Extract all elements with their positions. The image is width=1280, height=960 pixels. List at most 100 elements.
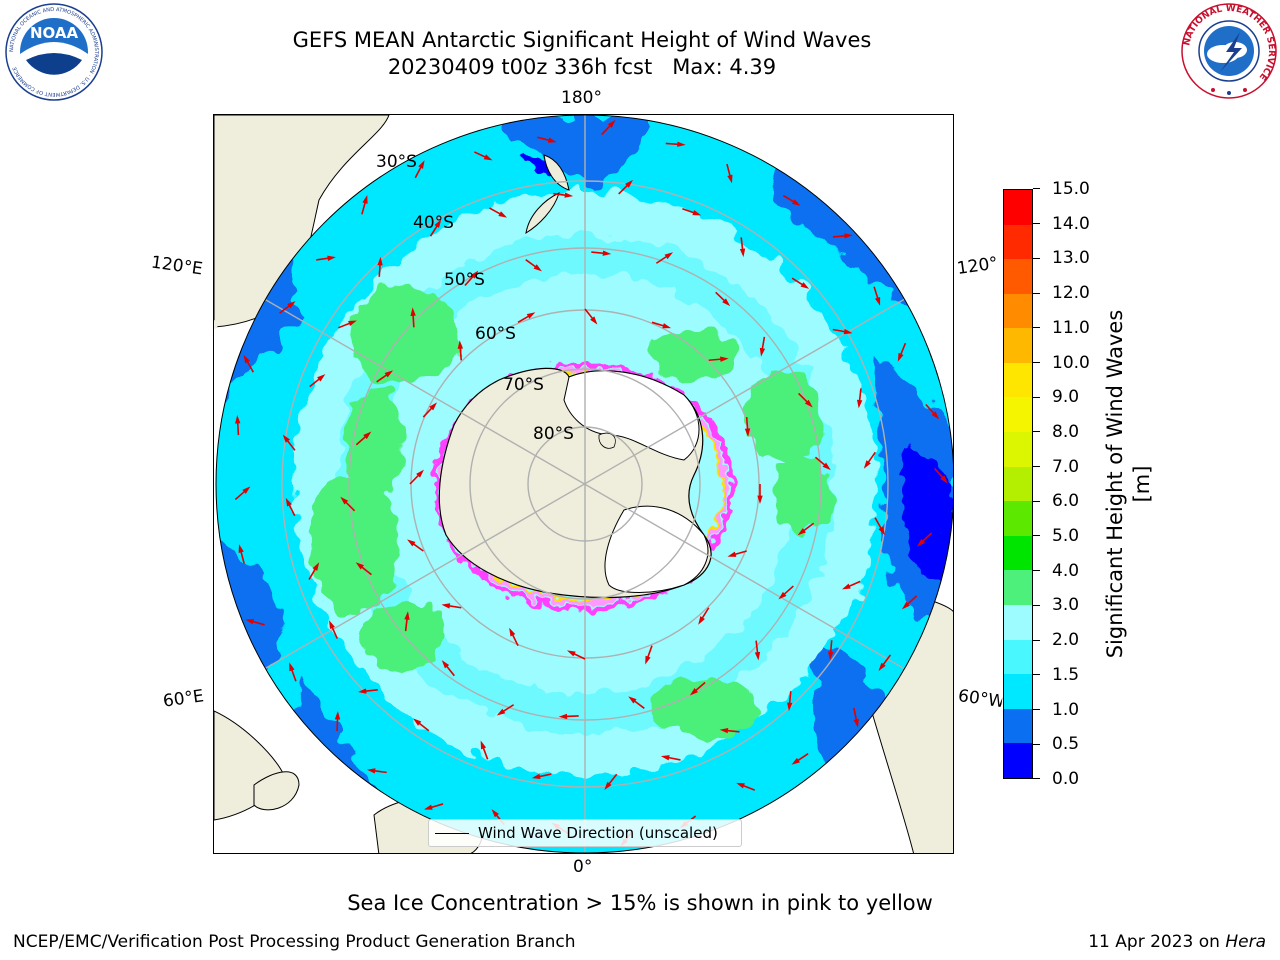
wave-direction-arrowhead (242, 486, 251, 494)
wave-direction-arrowhead (238, 544, 244, 553)
wave-direction-arrowhead (533, 264, 542, 272)
lat-label-40s: 40°S (413, 213, 454, 233)
wave-direction-arrowhead (287, 301, 296, 309)
colorbar-tick-label: 13.0 (1052, 248, 1090, 269)
wave-direction-arrowhead (645, 655, 651, 665)
map-legend: Wind Wave Direction (unscaled) (428, 819, 742, 847)
colorbar-tick-label: 9.0 (1052, 387, 1080, 408)
wave-direction-arrowhead (604, 781, 612, 790)
wave-direction-arrowhead (441, 660, 450, 669)
colorbar-segment (1004, 293, 1032, 329)
colorbar-tick (1033, 674, 1040, 676)
graticule (216, 115, 953, 853)
wave-direction-arrowhead (245, 619, 255, 625)
wave-direction-arrowhead (692, 210, 702, 216)
footer-credit: NCEP/EMC/Verification Post Processing Pr… (13, 932, 576, 952)
wave-direction-arrowhead (897, 352, 904, 362)
lon-label-0: 0° (573, 857, 593, 877)
wave-direction-arrowhead (940, 475, 948, 484)
lat-label-50s: 50°S (444, 270, 485, 290)
colorbar-tick (1033, 257, 1040, 259)
colorbar-segment (1004, 259, 1032, 294)
chart-title: GEFS MEAN Antarctic Significant Height o… (292, 28, 872, 52)
colorbar-segment (1004, 743, 1032, 778)
wave-direction-arrowhead (423, 804, 433, 810)
wave-direction-arrowhead (797, 528, 806, 536)
colorbar-tick-label: 10.0 (1052, 352, 1090, 373)
colorbar-tick-label: 11.0 (1052, 317, 1090, 338)
wave-direction-arrowhead (744, 428, 751, 437)
colorbar-tick-label: 0.0 (1052, 769, 1080, 789)
colorbar-segment (1004, 501, 1032, 536)
wave-direction-arrowhead (498, 211, 508, 218)
wave-direction-arrowhead (662, 323, 672, 329)
wave-direction-arrowhead (727, 551, 737, 557)
wave-direction-arrowhead (357, 688, 367, 694)
colorbar-tick-label: 8.0 (1052, 421, 1080, 442)
colorbar (1003, 189, 1033, 779)
wave-direction-arrowhead (496, 708, 506, 716)
wave-direction-arrowhead (413, 718, 422, 726)
wave-direction-arrowhead (875, 296, 881, 306)
wave-direction-arrowhead (828, 651, 834, 661)
colorbar-tick-label: 1.5 (1052, 664, 1080, 685)
lon-label-180: 180° (561, 88, 602, 108)
wave-direction-arrowhead (804, 399, 813, 408)
colorbar-segment (1004, 432, 1032, 467)
wave-direction-arrowhead (844, 233, 853, 239)
colorbar-tick (1033, 431, 1040, 433)
wave-direction-arrowhead (720, 356, 729, 362)
colorbar-segment (1004, 397, 1032, 433)
wave-direction-arrowhead (754, 651, 761, 661)
wave-direction-arrowhead (602, 250, 612, 256)
wave-direction-arrowhead (491, 809, 499, 818)
colorbar-segment (1004, 328, 1032, 363)
footer-host: Hera (1225, 932, 1266, 952)
wave-direction-arrowhead (340, 496, 349, 505)
wave-direction-arrowhead (329, 620, 335, 630)
wave-direction-arrowhead (566, 650, 576, 657)
wave-direction-arrowhead (841, 583, 851, 590)
wave-direction-arrowhead (856, 399, 863, 409)
wave-height-field (216, 115, 953, 853)
wave-direction-arrowhead (698, 616, 705, 625)
wave-direction-arrowhead (901, 601, 910, 610)
colorbar-tick-label: 1.0 (1052, 699, 1080, 720)
colorbar-segment (1004, 708, 1032, 744)
colorbar-tick (1033, 223, 1040, 225)
wave-direction-arrowhead (457, 340, 464, 349)
lat-label-80s: 80°S (533, 424, 574, 444)
chart-subtitle: 20230409 t00z 336h fcst Max: 4.39 (387, 55, 777, 79)
wave-direction-arrowhead (564, 192, 574, 198)
colorbar-tick (1033, 188, 1040, 190)
colorbar-segment (1004, 224, 1032, 260)
wave-direction-arrowhead (480, 740, 487, 750)
colorbar-tick-label: 0.5 (1052, 734, 1080, 755)
wave-direction-arrowhead (607, 119, 616, 128)
wave-direction-arrowhead (727, 174, 733, 184)
colorbar-title: Significant Height of Wind Waves [m] (1103, 309, 1154, 659)
wave-direction-arrowhead (664, 252, 674, 260)
colorbar-segment (1004, 466, 1032, 502)
wave-direction-arrowhead (289, 662, 295, 672)
wave-direction-arrowhead (739, 248, 746, 258)
lon-label-60w: 60°W (956, 686, 1004, 712)
wave-direction-arrowhead (878, 526, 885, 536)
colorbar-segment (1004, 570, 1032, 606)
wave-direction-arrowhead (348, 320, 357, 327)
nws-logo: NATIONAL WEATHER SERVICE (1180, 2, 1278, 100)
wave-direction-arrowhead (778, 591, 787, 600)
colorbar-segment (1004, 362, 1032, 398)
colorbar-segment (1004, 639, 1032, 675)
wave-direction-arrowhead (366, 768, 376, 774)
wave-direction-arrowhead (362, 195, 368, 204)
colorbar-tick-label: 12.0 (1052, 283, 1090, 304)
wave-direction-arrowhead (547, 137, 557, 143)
wave-direction-arrowhead (916, 538, 925, 547)
wave-direction-arrowhead (863, 460, 871, 469)
colorbar-tick (1033, 500, 1040, 502)
colorbar-tick (1033, 327, 1040, 329)
colorbar-segment (1004, 189, 1032, 225)
wave-direction-arrowhead (470, 270, 479, 279)
wave-direction-arrowhead (441, 603, 451, 609)
